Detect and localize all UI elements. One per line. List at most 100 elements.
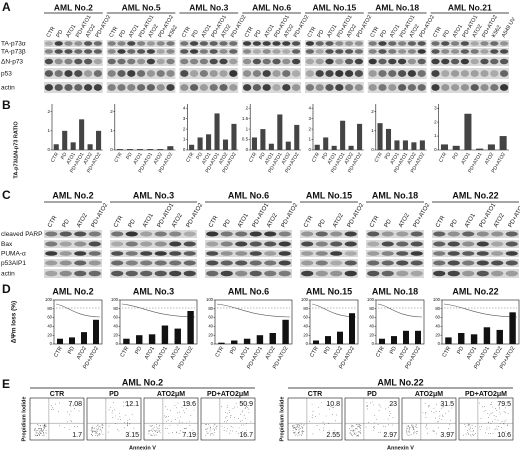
bar <box>260 129 266 150</box>
blot-band <box>450 70 460 77</box>
bar <box>391 336 397 344</box>
blot-band <box>74 41 83 46</box>
y-tick-label: 40 <box>303 324 308 329</box>
lane-label: PD <box>442 29 451 39</box>
bar <box>87 144 93 150</box>
blot-band <box>368 58 377 65</box>
y-tick-label: 0 <box>183 147 186 152</box>
group-title: AML No.2 <box>122 377 163 387</box>
bar <box>69 337 75 344</box>
y-tick-label: 60 <box>47 315 52 320</box>
blot-band <box>282 58 291 65</box>
blot-band <box>262 58 271 65</box>
blot-band <box>272 70 281 77</box>
blot-band <box>83 70 93 77</box>
blot-band <box>264 260 277 266</box>
blot-row <box>242 68 301 79</box>
blot-band <box>301 241 314 247</box>
bar <box>218 342 225 344</box>
blot-row <box>44 269 102 278</box>
row-label: p53 <box>1 71 12 78</box>
lane-label: ATO2 <box>76 212 89 229</box>
bar <box>189 144 195 150</box>
blot-band <box>417 41 426 46</box>
blot-row <box>110 250 197 257</box>
blot-band <box>229 84 238 91</box>
bar <box>231 123 237 150</box>
y-tick-label: 0 <box>306 341 309 346</box>
y-tick-label: 60 <box>208 315 213 320</box>
blot-band <box>368 49 377 54</box>
y-tick-label: 0 <box>47 147 50 152</box>
blot-band <box>368 70 377 77</box>
blot-band <box>367 241 380 247</box>
blot-band <box>54 41 63 46</box>
blot-row <box>367 40 427 47</box>
lane-label: PD+ATO2 <box>508 202 520 229</box>
blot-band <box>282 49 291 54</box>
y-tick-label: 100 <box>301 297 309 302</box>
blot-row <box>242 48 301 55</box>
blot-band <box>315 251 328 256</box>
y-tick-label: 60 <box>113 315 118 320</box>
lane-label: CTR <box>369 215 381 229</box>
blot-band <box>180 41 189 46</box>
blot-band <box>242 41 252 46</box>
y-tick-label: 1 <box>371 128 374 133</box>
blot-band <box>447 241 460 247</box>
blot-band <box>183 241 196 247</box>
y-tick-label: 0 <box>211 341 214 346</box>
blot-band <box>491 260 504 266</box>
blot-band <box>146 70 156 77</box>
bar <box>357 123 363 150</box>
blot-band <box>282 84 291 91</box>
blot-band <box>344 84 354 91</box>
blot-band <box>460 41 470 46</box>
y-tick-label: 3 <box>434 105 437 110</box>
y-tick-label: 0 <box>434 147 437 152</box>
blot-band <box>235 251 248 256</box>
blot-band <box>45 260 58 266</box>
plot-frame <box>287 397 343 441</box>
y-tick-label: 2 <box>110 109 113 114</box>
blot-band <box>169 231 182 237</box>
bar <box>137 149 144 150</box>
y-tick-label: 2 <box>47 109 50 114</box>
bar <box>79 119 85 150</box>
blot-band <box>206 270 219 277</box>
blot-band <box>354 84 364 91</box>
lane-label: PD+ATO2 <box>413 202 432 229</box>
blot-band <box>505 260 518 266</box>
y-tick-label: 100 <box>206 297 214 302</box>
bar <box>377 123 383 150</box>
lane-label: ATO2 <box>82 151 94 165</box>
blot-band <box>125 260 138 266</box>
blot-band <box>169 241 182 247</box>
blot-band <box>262 70 271 77</box>
blot-band <box>397 49 407 54</box>
lane-label: CTR <box>375 346 386 359</box>
lane-label: CTR <box>50 151 61 163</box>
blot-band <box>462 251 475 256</box>
bar <box>206 134 212 150</box>
blot-band <box>74 241 87 247</box>
blot-band <box>45 270 58 277</box>
y-tick-label: 80 <box>47 306 52 311</box>
blot-band <box>397 70 407 77</box>
lane-label: PD <box>55 29 64 39</box>
blot-band <box>64 84 73 91</box>
blot-row <box>242 57 301 66</box>
blot-band <box>156 70 165 77</box>
blot-band <box>166 41 175 46</box>
blot-band <box>199 41 209 46</box>
blot-band <box>235 270 248 277</box>
blot-band <box>301 231 314 237</box>
blot-band <box>460 58 470 65</box>
y-axis-label: ΔΨm loss (%) <box>11 301 18 343</box>
blot-band <box>74 70 83 77</box>
group-title: AML No.21 <box>448 2 492 12</box>
plot-label: PD+ATO2μM <box>465 391 507 398</box>
blot-band <box>127 49 136 54</box>
bar <box>123 338 130 344</box>
blot-band <box>74 260 87 266</box>
